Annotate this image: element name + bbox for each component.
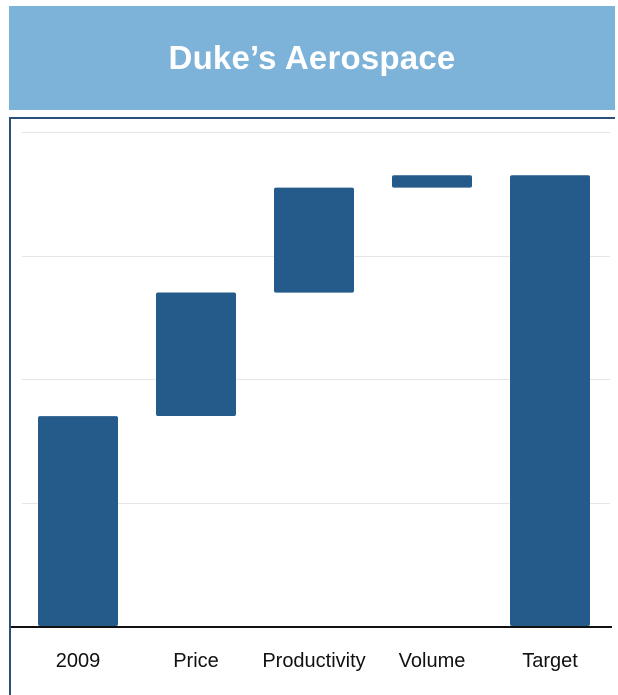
bars (38, 175, 590, 626)
chart-panel (9, 117, 615, 695)
x-tick-label-productivity: Productivity (262, 650, 365, 672)
x-tick-label-2009: 2009 (56, 650, 101, 672)
x-tick-labels: 2009 Price Productivity Volume Target (56, 650, 578, 672)
x-tick-label-price: Price (173, 650, 219, 672)
bar-productivity (274, 187, 354, 293)
bar-volume (392, 175, 472, 188)
chart-title: Duke’s Aerospace (168, 39, 456, 76)
bar-target (510, 175, 590, 626)
bar-price (156, 292, 236, 416)
x-tick-label-target: Target (522, 650, 578, 672)
bar-2009 (38, 416, 118, 626)
x-tick-label-volume: Volume (399, 650, 466, 672)
chart-header: Duke’s Aerospace (9, 6, 615, 110)
